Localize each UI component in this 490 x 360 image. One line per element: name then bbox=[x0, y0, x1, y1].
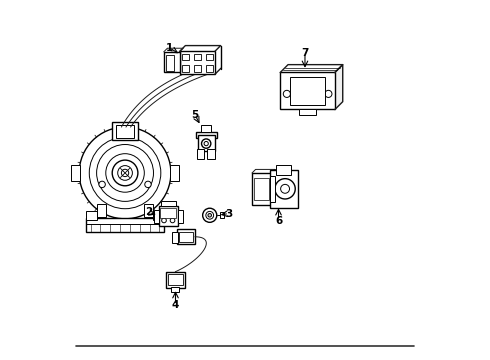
Circle shape bbox=[99, 181, 105, 188]
Circle shape bbox=[89, 137, 161, 209]
Bar bbox=[179, 231, 193, 242]
Bar bbox=[116, 125, 134, 138]
Bar bbox=[164, 52, 180, 72]
Circle shape bbox=[122, 169, 129, 177]
Bar bbox=[201, 125, 212, 132]
Bar bbox=[194, 65, 201, 72]
Circle shape bbox=[97, 144, 153, 201]
Bar bbox=[145, 204, 153, 216]
Bar bbox=[154, 210, 159, 223]
Bar bbox=[194, 54, 201, 60]
Polygon shape bbox=[335, 65, 343, 109]
Bar bbox=[177, 229, 195, 244]
Circle shape bbox=[208, 213, 212, 217]
Bar bbox=[97, 204, 106, 216]
Bar bbox=[168, 274, 183, 285]
Circle shape bbox=[206, 211, 214, 219]
Text: 2: 2 bbox=[146, 207, 153, 217]
Circle shape bbox=[203, 208, 217, 222]
Bar bbox=[172, 287, 179, 292]
Bar bbox=[270, 170, 298, 208]
Bar bbox=[178, 210, 183, 223]
Circle shape bbox=[162, 218, 166, 223]
Text: 6: 6 bbox=[275, 216, 282, 226]
Circle shape bbox=[275, 179, 295, 199]
Bar bbox=[182, 65, 189, 72]
Circle shape bbox=[170, 218, 175, 223]
Bar bbox=[280, 72, 335, 109]
Circle shape bbox=[283, 90, 291, 98]
Bar bbox=[276, 165, 291, 175]
Circle shape bbox=[79, 127, 171, 219]
Bar bbox=[112, 122, 138, 140]
Text: 3: 3 bbox=[225, 208, 233, 219]
Bar bbox=[170, 165, 179, 181]
Circle shape bbox=[325, 90, 332, 98]
Bar bbox=[206, 65, 213, 72]
Bar bbox=[180, 51, 215, 74]
Bar bbox=[252, 173, 271, 205]
Bar bbox=[207, 149, 215, 159]
Bar bbox=[160, 208, 176, 218]
Bar bbox=[196, 149, 204, 159]
Bar bbox=[290, 77, 325, 105]
Circle shape bbox=[145, 181, 151, 188]
Bar bbox=[86, 218, 164, 231]
Circle shape bbox=[281, 184, 290, 193]
Circle shape bbox=[112, 160, 138, 186]
Bar bbox=[172, 231, 177, 243]
Bar bbox=[153, 211, 164, 220]
Bar bbox=[270, 176, 275, 202]
Bar bbox=[71, 165, 80, 181]
Circle shape bbox=[204, 141, 208, 146]
Bar bbox=[161, 201, 176, 207]
Bar bbox=[182, 54, 189, 60]
Polygon shape bbox=[280, 65, 343, 72]
Bar bbox=[254, 178, 270, 200]
Bar bbox=[166, 55, 174, 71]
Bar bbox=[86, 211, 97, 220]
Circle shape bbox=[106, 154, 145, 192]
Bar bbox=[220, 212, 224, 218]
Text: 4: 4 bbox=[172, 300, 179, 310]
Bar bbox=[206, 54, 213, 60]
Circle shape bbox=[118, 166, 132, 180]
Bar bbox=[166, 272, 185, 288]
Text: 7: 7 bbox=[301, 48, 309, 58]
Bar bbox=[198, 135, 215, 151]
Text: 1: 1 bbox=[166, 43, 173, 53]
Bar bbox=[196, 132, 217, 138]
Text: 5: 5 bbox=[191, 110, 198, 120]
Bar bbox=[159, 207, 178, 226]
Circle shape bbox=[201, 139, 211, 148]
Bar bbox=[299, 109, 316, 115]
